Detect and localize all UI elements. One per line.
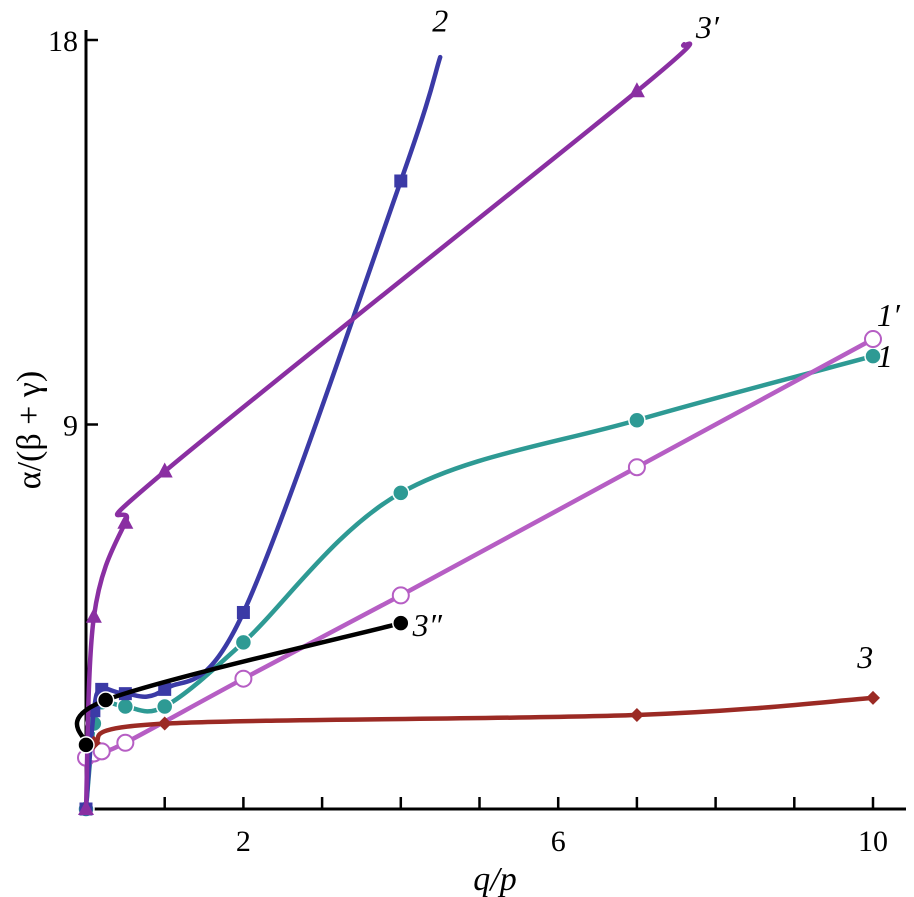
x-tick-label: 10 bbox=[858, 825, 888, 858]
data-point bbox=[864, 330, 882, 349]
data-point bbox=[78, 800, 94, 815]
y-tick-label: 9 bbox=[63, 410, 78, 443]
series-3: 3 bbox=[79, 639, 880, 752]
data-point bbox=[116, 697, 135, 716]
data-point bbox=[96, 691, 115, 709]
data-point bbox=[864, 347, 882, 365]
axes: 2 6 10 9 18 q/p α/(β + γ) bbox=[11, 25, 906, 897]
data-point bbox=[392, 614, 410, 632]
series-label: 1 bbox=[877, 338, 893, 374]
data-point bbox=[158, 682, 172, 696]
data-point bbox=[85, 607, 102, 623]
data-point bbox=[234, 633, 253, 652]
series-3′: 3′ bbox=[78, 9, 720, 815]
x-axis-title: q/p bbox=[473, 861, 516, 897]
series-line bbox=[74, 620, 404, 748]
data-point bbox=[116, 733, 135, 752]
series-group: 1 1′ 2 3 3′ 3″ bbox=[74, 2, 901, 818]
data-point bbox=[394, 174, 408, 188]
data-point bbox=[117, 513, 134, 529]
data-point bbox=[629, 708, 644, 723]
series-line bbox=[83, 336, 876, 760]
data-point bbox=[392, 484, 410, 502]
series-line bbox=[83, 353, 876, 812]
data-point bbox=[628, 411, 646, 429]
series-line bbox=[83, 41, 693, 812]
data-point bbox=[391, 586, 410, 605]
data-point bbox=[236, 605, 250, 619]
series-3″: 3″ bbox=[74, 607, 443, 754]
y-axis-title: α/(β + γ) bbox=[11, 371, 48, 489]
data-point bbox=[627, 458, 646, 477]
x-ticks: 2 6 10 bbox=[163, 797, 888, 858]
data-point bbox=[155, 697, 174, 716]
y-tick-label: 18 bbox=[48, 25, 78, 58]
x-tick-label: 2 bbox=[236, 825, 251, 858]
data-point bbox=[156, 462, 173, 478]
series-1: 1 bbox=[77, 338, 893, 818]
series-2: 2 bbox=[79, 2, 448, 816]
series-label: 2 bbox=[432, 2, 448, 38]
data-point bbox=[234, 669, 253, 688]
data-point bbox=[157, 716, 172, 731]
x-tick-label: 6 bbox=[551, 825, 566, 858]
series-1′: 1′ bbox=[77, 297, 901, 767]
series-label: 3″ bbox=[412, 607, 443, 643]
series-label: 3′ bbox=[695, 9, 720, 45]
y-ticks: 9 18 bbox=[48, 25, 98, 443]
data-point bbox=[92, 742, 111, 761]
series-line bbox=[83, 695, 876, 748]
series-label: 3 bbox=[856, 639, 873, 675]
series-label: 1′ bbox=[877, 297, 901, 333]
series-line bbox=[83, 54, 443, 812]
data-point bbox=[628, 82, 645, 98]
data-point bbox=[866, 690, 880, 705]
data-point bbox=[77, 736, 95, 754]
